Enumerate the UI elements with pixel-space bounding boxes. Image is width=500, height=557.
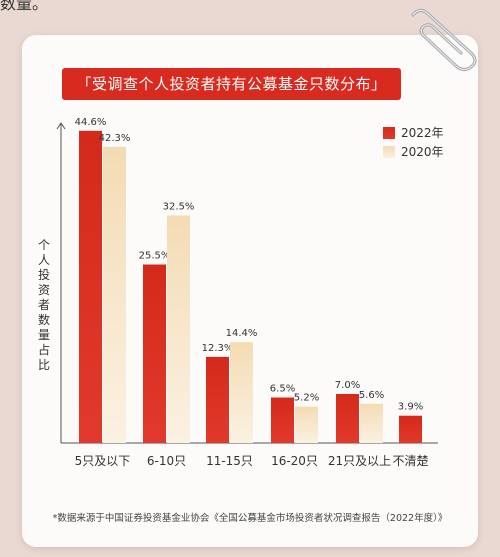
data-label-2020: 32.5% [163,202,195,213]
data-label-2022: 6.5% [270,384,295,395]
data-label-2020: 42.3% [99,133,131,144]
data-label-2020: 14.4% [226,328,258,339]
bar-2022 [143,264,166,443]
bar-2022 [206,356,229,443]
bar-2022 [399,415,422,443]
x-tick-label: 不清楚 [392,454,428,468]
data-label-2020: 5.2% [294,393,319,404]
y-axis-arrow [56,122,66,130]
x-tick-label: 5只及以下 [75,454,131,468]
data-label-2022: 7.0% [335,380,360,391]
x-tick-label: 6-10只 [147,454,186,468]
data-label-2022: 12.3% [202,343,234,354]
legend-swatch-2020 [383,146,395,158]
bar-2020 [103,146,126,443]
bar-2022 [336,394,359,443]
bar-2022 [271,397,294,443]
header-fragment: 数量。 [0,0,49,13]
bar-2022 [79,130,102,444]
bar-2020 [295,406,318,443]
data-label-2022: 25.5% [139,251,171,262]
bar-2020 [230,342,253,443]
data-label-2022: 44.6% [75,117,107,128]
x-tick-label: 21只及以上 [328,454,391,468]
paperclip-icon [405,5,485,79]
y-axis-label: 个人投资者数量占比 [37,238,50,372]
legend-label-2022: 2022年 [401,126,444,140]
data-label-2022: 3.9% [398,402,423,413]
bar-2020 [167,215,190,443]
chart-title: 「受调查个人投资者持有公募基金只数分布」 [62,68,401,100]
data-label-2020: 5.6% [359,390,384,401]
x-tick-label: 11-15只 [206,454,253,468]
bar-2020 [360,403,383,443]
source-note: *数据来源于中国证券投资基金业协会《全国公募基金市场投资者状况调查报告（2022… [52,513,448,524]
x-tick-label: 16-20只 [271,454,318,468]
legend-label-2020: 2020年 [401,145,444,159]
legend-swatch-2022 [383,127,395,139]
